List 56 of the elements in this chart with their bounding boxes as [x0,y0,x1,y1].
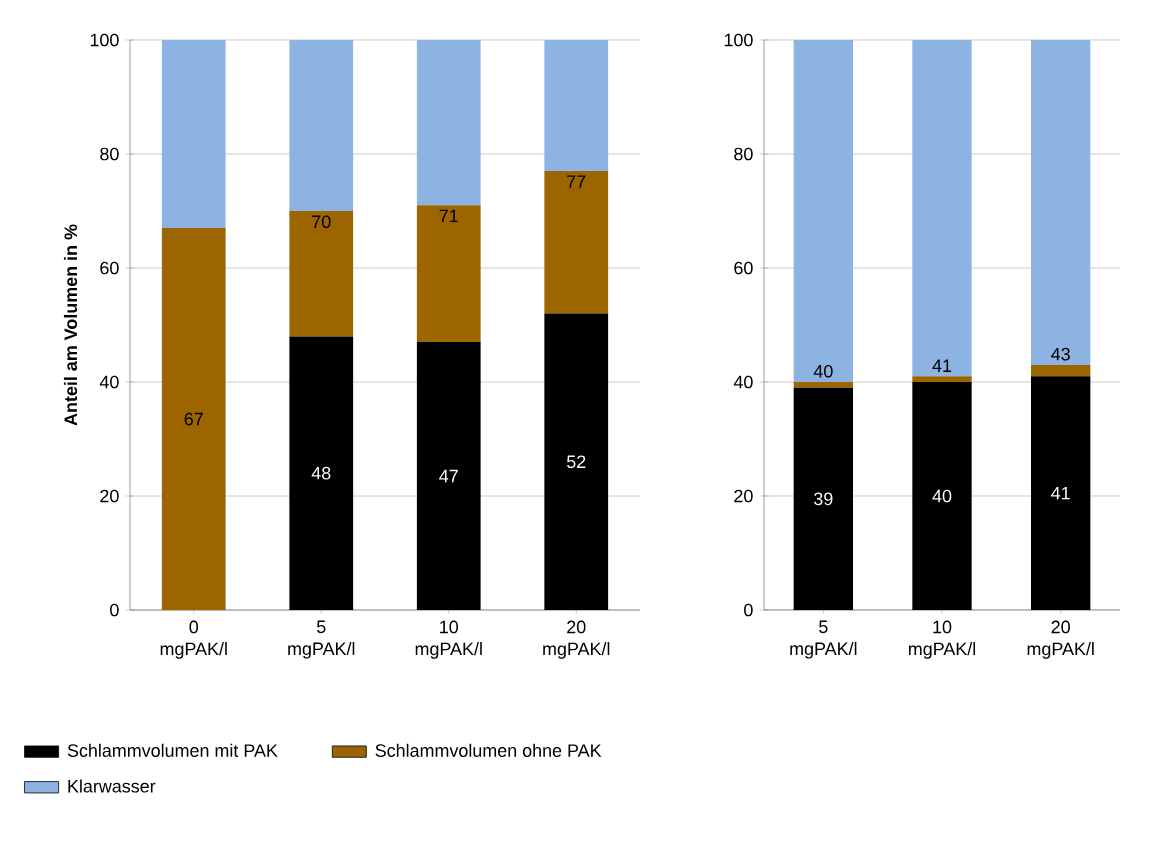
y-tick-label: 60 [734,261,753,275]
y-tick-label: 0 [110,603,119,617]
data-label: 67 [184,412,203,426]
bar [161,228,226,610]
x-tick-label: 10 mgPAK/l [908,620,976,659]
annotation: 77 [567,175,586,188]
bar [544,171,609,314]
y-tick-label: 20 [100,489,119,503]
bar [416,342,481,610]
bar [289,336,354,610]
annotation: 71 [439,209,458,223]
bar [912,39,972,377]
y-tick-label: 20 [734,489,753,503]
bar [793,387,854,610]
bar [793,39,854,382]
bar [289,210,354,337]
data-label: 47 [439,469,458,483]
bar [1031,376,1091,610]
y-tick-label: 40 [733,375,753,389]
data-label: 52 [566,455,586,469]
bar [289,39,354,211]
annotation: 40 [813,364,833,378]
bar [1031,364,1091,377]
data-label: 41 [1051,486,1070,500]
data-label: 39 [814,492,833,506]
bar [416,39,481,206]
x-tick-label: 5 mgPAK/l [288,620,355,659]
bar [416,205,481,343]
x-tick-label: 20 mgPAK/l [1027,620,1094,659]
data-label: 40 [932,489,952,503]
y-tick-label: 100 [90,33,119,47]
bar [912,381,972,610]
bar [793,381,854,388]
y-tick-label: 80 [734,147,753,161]
data-label: 48 [311,466,331,480]
x-tick-label: 0 mgPAK/l [160,620,227,659]
x-tick-label: 5 mgPAK/l [790,620,857,659]
legend-label: Schlammvolumen ohne PAK [375,743,602,757]
legend-label: Schlammvolumen mit PAK [67,743,278,757]
y-tick-label: 80 [100,147,119,161]
y-tick-label: 40 [99,375,119,389]
bar [544,313,609,610]
y-axis-title: Anteil am Volumen in % [63,224,78,426]
bar [912,376,972,382]
x-tick-label: 20 mgPAK/l [543,620,610,659]
annotation: 70 [312,215,331,229]
x-tick-label: 10 mgPAK/l [415,620,482,659]
bar [161,39,226,229]
y-tick-label: 100 [724,33,753,47]
bar [544,39,609,172]
y-tick-label: 60 [100,261,119,275]
legend-label: Klarwasser [68,779,156,793]
annotation: 41 [932,359,952,372]
annotation: 43 [1051,347,1070,361]
y-tick-label: 0 [744,603,753,617]
bar [1031,39,1091,365]
